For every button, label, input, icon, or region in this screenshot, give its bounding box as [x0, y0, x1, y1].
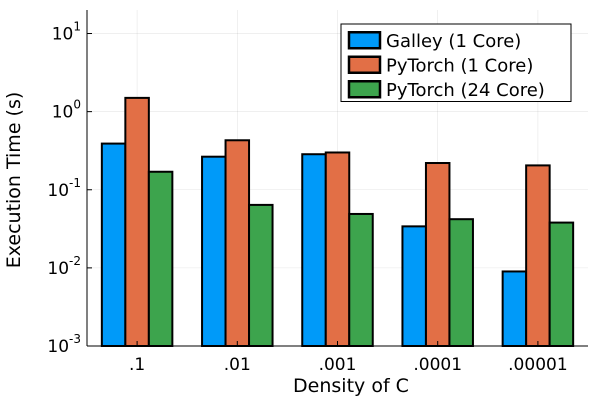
x-tick-label: .001 [319, 355, 357, 375]
tick-labels: 10-3 10-2 10-1 100 101 .1 .01 .001 .0001 .00001 [47, 20, 567, 375]
legend-swatch-1 [347, 31, 382, 50]
bar-1-5 [501, 270, 528, 348]
legend-label-2: PyTorch (1 Core) [386, 55, 533, 76]
bar-1-4 [401, 225, 427, 347]
bar-3-2 [248, 203, 274, 347]
bar-2-3 [324, 151, 351, 347]
bars [100, 96, 575, 348]
legend-label-3: PyTorch (24 Core) [386, 80, 545, 101]
legend-swatch-3 [347, 80, 382, 99]
bar-3-4 [448, 218, 474, 347]
bar-1-3 [301, 153, 327, 347]
y-tick-label: 100 [52, 98, 81, 123]
x-tick-label: .00001 [508, 355, 567, 375]
bar-3-3 [348, 212, 374, 347]
y-tick-label: 10-1 [47, 176, 81, 201]
bar-2-5 [525, 164, 551, 347]
y-tick-label: 101 [52, 20, 81, 45]
legend-label-1: Galley (1 Core) [386, 31, 521, 52]
bar-2-2 [224, 139, 251, 347]
bar-1-1 [100, 142, 127, 347]
legend: Galley (1 Core) PyTorch (1 Core) PyTorch (… [340, 23, 572, 102]
y-tick-label: 10-3 [47, 332, 81, 357]
bar-2-1 [124, 96, 150, 348]
x-tick-label: .0001 [413, 355, 462, 375]
bar-2-4 [424, 162, 451, 347]
x-axis-label: Density of C [293, 375, 409, 397]
legend-swatch-2 [347, 55, 382, 74]
bar-3-5 [548, 221, 575, 348]
bar-1-2 [201, 155, 227, 347]
y-tick-label: 10-2 [47, 254, 81, 279]
x-tick-label: .1 [129, 355, 145, 375]
x-tick-label: .01 [224, 355, 251, 375]
y-axis-label: Execution Time (s) [3, 92, 25, 269]
bar-3-1 [147, 170, 174, 347]
